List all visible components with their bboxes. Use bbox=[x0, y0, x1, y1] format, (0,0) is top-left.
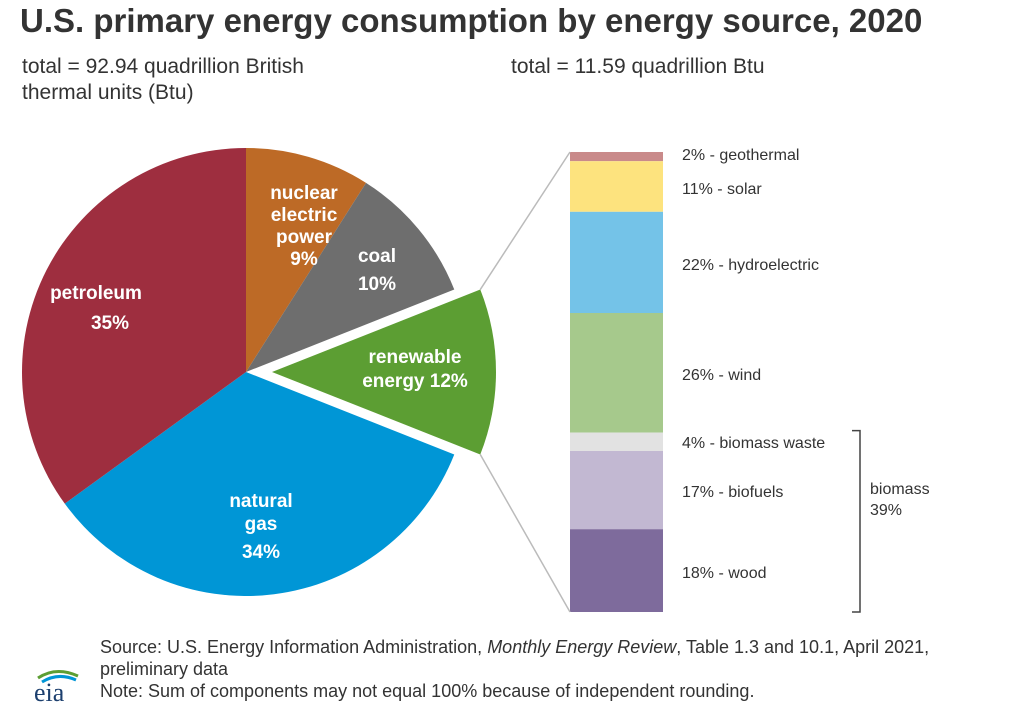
pie-label-nuclear-electric-power: nuclear bbox=[270, 183, 338, 204]
pie-label-coal-2: 10% bbox=[358, 274, 396, 295]
pie-label-natural-gas: natural bbox=[229, 491, 292, 512]
pie-slice-renewable-energy bbox=[272, 289, 496, 455]
bar-label-wind: 26% - wind bbox=[682, 367, 761, 384]
pie-slice-petroleum bbox=[22, 148, 246, 504]
pie-label-renewable-energy: renewable bbox=[369, 347, 462, 368]
pie-slice-natural-gas bbox=[64, 372, 455, 596]
bar-segment-biomass-waste bbox=[570, 432, 663, 451]
pie-label-petroleum-2: 35% bbox=[91, 313, 129, 334]
pie-total-label: total = 92.94 quadrillion British therma… bbox=[22, 55, 304, 104]
source-text: Source: U.S. Energy Information Administ… bbox=[100, 637, 930, 679]
bar-segment-wood bbox=[570, 529, 663, 612]
bar-segment-solar bbox=[570, 161, 663, 212]
chart-title: U.S. primary energy consumption by energ… bbox=[20, 2, 923, 39]
pie-label-natural-gas-2: gas bbox=[245, 514, 278, 535]
pie-label-nuclear-electric-power-2: electric bbox=[271, 205, 338, 226]
bar-label-biofuels: 17% - biofuels bbox=[682, 484, 783, 501]
bar-total-label: total = 11.59 quadrillion Btu bbox=[511, 55, 765, 78]
pie-label-nuclear-electric-power-4: 9% bbox=[290, 249, 318, 270]
biomass-bracket bbox=[852, 429, 861, 613]
bar-segment-geothermal bbox=[570, 152, 663, 162]
eia-logo: eia bbox=[26, 668, 86, 709]
pie-slice-nuclear-electric-power bbox=[246, 148, 367, 372]
bar-label-geothermal: 2% - geothermal bbox=[682, 147, 799, 164]
pie-label-coal: coal bbox=[358, 246, 396, 267]
bar-label-biomass-waste: 4% - biomass waste bbox=[682, 435, 825, 452]
bar-label-solar: 11% - solar bbox=[682, 181, 762, 198]
biomass-group-label: biomass bbox=[870, 481, 930, 498]
pie-label-renewable-energy-2: energy 12% bbox=[362, 371, 468, 392]
note-text: Note: Sum of components may not equal 10… bbox=[100, 681, 755, 701]
connector-line-top bbox=[479, 151, 571, 290]
bar-segment-hydroelectric bbox=[570, 211, 663, 313]
pie-label-nuclear-electric-power-3: power bbox=[276, 227, 333, 248]
source-title: Monthly Energy Review bbox=[487, 637, 677, 657]
connector-line-bottom bbox=[479, 454, 571, 613]
bar-segment-biofuels bbox=[570, 451, 663, 530]
pie-label-petroleum: petroleum bbox=[50, 283, 142, 304]
svg-text:eia: eia bbox=[34, 678, 65, 704]
footer: Source: U.S. Energy Information Administ… bbox=[100, 636, 980, 702]
bar-segment-wind bbox=[570, 313, 663, 433]
bar-label-wood: 18% - wood bbox=[682, 565, 767, 582]
pie-slice-coal bbox=[246, 182, 455, 372]
bar-label-hydroelectric: 22% - hydroelectric bbox=[682, 257, 819, 274]
pie-label-natural-gas-3: 34% bbox=[242, 542, 280, 563]
biomass-group-value: 39% bbox=[870, 502, 902, 519]
